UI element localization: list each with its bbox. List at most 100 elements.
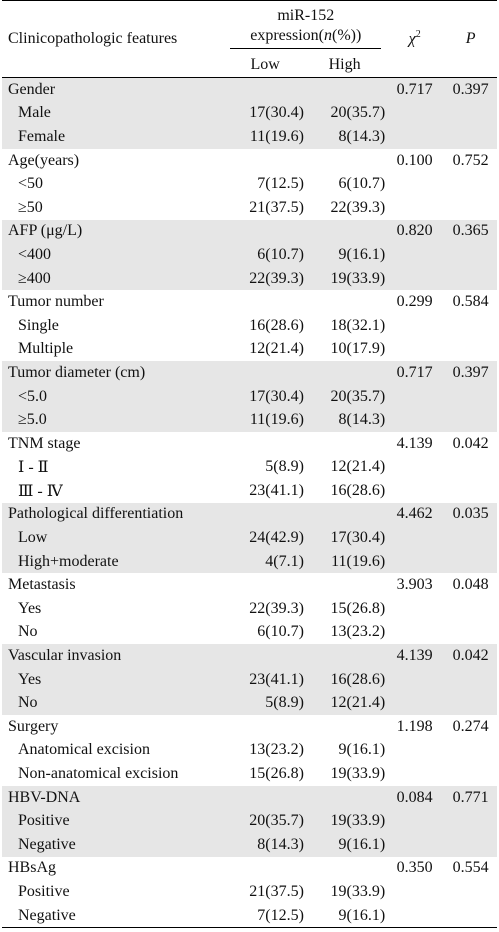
row-chi2-empty	[385, 549, 445, 574]
row-high: 11(19.6)	[303, 549, 386, 574]
group-p: 0.752	[444, 148, 497, 173]
group-low-empty	[226, 431, 304, 456]
group-low-empty	[226, 148, 304, 173]
row-p-empty	[444, 833, 497, 857]
table-row: No 6(10.7) 13(23.2)	[2, 620, 497, 645]
row-chi2-empty	[385, 597, 445, 621]
row-high: 19(33.9)	[303, 880, 386, 904]
row-p-empty	[444, 667, 497, 692]
row-label: Single	[2, 313, 227, 338]
group-p: 0.035	[444, 502, 497, 527]
group-name: Vascular invasion	[2, 644, 227, 668]
group-chi2: 0.084	[385, 785, 445, 810]
group-row: Tumor diameter (cm) 0.717 0.397	[2, 361, 497, 385]
row-label: ≥400	[2, 266, 227, 291]
row-label: Yes	[2, 597, 227, 621]
row-chi2-empty	[385, 903, 445, 929]
group-chi2: 4.139	[385, 644, 445, 668]
group-row: Metastasis 3.903 0.048	[2, 573, 497, 598]
group-p: 0.584	[444, 290, 497, 314]
row-p-empty	[444, 384, 497, 409]
header-mir-line2-post: (%))	[331, 26, 362, 44]
group-row: TNM stage 4.139 0.042	[2, 431, 497, 456]
row-chi2-empty	[385, 384, 445, 409]
table-row: Yes 22(39.3) 15(26.8)	[2, 597, 497, 621]
table-row: ≥400 22(39.3) 19(33.9)	[2, 266, 497, 291]
row-high: 13(23.2)	[303, 620, 386, 645]
row-p-empty	[444, 195, 497, 220]
table-row: <400 6(10.7) 9(16.1)	[2, 243, 497, 267]
group-name: Surgery	[2, 715, 227, 739]
row-high: 9(16.1)	[303, 903, 386, 929]
table-row: Yes 23(41.1) 16(28.6)	[2, 667, 497, 692]
group-p: 0.771	[444, 785, 497, 810]
row-low: 4(7.1)	[226, 549, 304, 574]
row-label: <50	[2, 172, 227, 196]
subheader-row: Low High	[2, 53, 497, 78]
group-p: 0.042	[444, 431, 497, 456]
row-p-empty	[444, 526, 497, 550]
table-row: No 5(8.9) 12(21.4)	[2, 691, 497, 716]
group-name: TNM stage	[2, 431, 227, 456]
row-high: 6(10.7)	[303, 172, 386, 196]
group-chi2: 0.717	[385, 361, 445, 385]
row-low: 22(39.3)	[226, 266, 304, 291]
group-high-empty	[303, 361, 386, 385]
row-chi2-empty	[385, 195, 445, 220]
header-mir-line2-n: n	[323, 26, 332, 44]
row-low: 21(37.5)	[226, 880, 304, 904]
group-low-empty	[226, 290, 304, 314]
row-chi2-empty	[385, 738, 445, 763]
table-row: ≥50 21(37.5) 22(39.3)	[2, 195, 497, 220]
header-low: Low	[226, 53, 304, 78]
row-high: 8(14.3)	[303, 125, 386, 149]
row-chi2-empty	[385, 691, 445, 716]
group-row: HBV-DNA 0.084 0.771	[2, 785, 497, 810]
row-low: 15(26.8)	[226, 762, 304, 786]
row-label: Ⅲ - Ⅳ	[2, 479, 227, 503]
group-low-empty	[226, 785, 304, 810]
row-p-empty	[444, 243, 497, 267]
row-high: 10(17.9)	[303, 337, 386, 362]
group-low-empty	[226, 219, 304, 244]
row-low: 24(42.9)	[226, 526, 304, 550]
group-p: 0.048	[444, 573, 497, 598]
row-low: 13(23.2)	[226, 738, 304, 763]
row-p-empty	[444, 880, 497, 904]
row-high: 9(16.1)	[303, 833, 386, 857]
row-low: 22(39.3)	[226, 597, 304, 621]
group-high-empty	[303, 502, 386, 527]
row-label: <5.0	[2, 384, 227, 409]
row-high: 17(30.4)	[303, 526, 386, 550]
row-p-empty	[444, 337, 497, 362]
row-p-empty	[444, 101, 497, 126]
row-low: 17(30.4)	[226, 384, 304, 409]
row-label: Male	[2, 101, 227, 126]
group-p: 0.365	[444, 219, 497, 244]
header-feature: Clinicopathologic features	[2, 0, 227, 78]
row-low: 6(10.7)	[226, 620, 304, 645]
group-p: 0.274	[444, 715, 497, 739]
row-p-empty	[444, 691, 497, 716]
group-high-empty	[303, 290, 386, 314]
row-low: 21(37.5)	[226, 195, 304, 220]
row-label: Low	[2, 526, 227, 550]
group-chi2: 4.462	[385, 502, 445, 527]
group-p: 0.042	[444, 644, 497, 668]
group-low-empty	[226, 573, 304, 598]
header-mir-text: miR-152 expression(n(%))	[230, 6, 382, 49]
header-chi-symbol: χ	[408, 30, 416, 48]
row-label: High+moderate	[2, 549, 227, 574]
row-low: 20(35.7)	[226, 809, 304, 833]
row-high: 16(28.6)	[303, 479, 386, 503]
header-feature-label: Clinicopathologic features	[8, 30, 178, 47]
row-label: <400	[2, 243, 227, 267]
group-chi2: 1.198	[385, 715, 445, 739]
table-row: Anatomical excision 13(23.2) 9(16.1)	[2, 738, 497, 763]
group-row: Vascular invasion 4.139 0.042	[2, 644, 497, 668]
table-row: Ⅰ - Ⅱ 5(8.9) 12(21.4)	[2, 455, 497, 480]
row-low: 7(12.5)	[226, 172, 304, 196]
row-label: Female	[2, 125, 227, 149]
row-p-empty	[444, 809, 497, 833]
